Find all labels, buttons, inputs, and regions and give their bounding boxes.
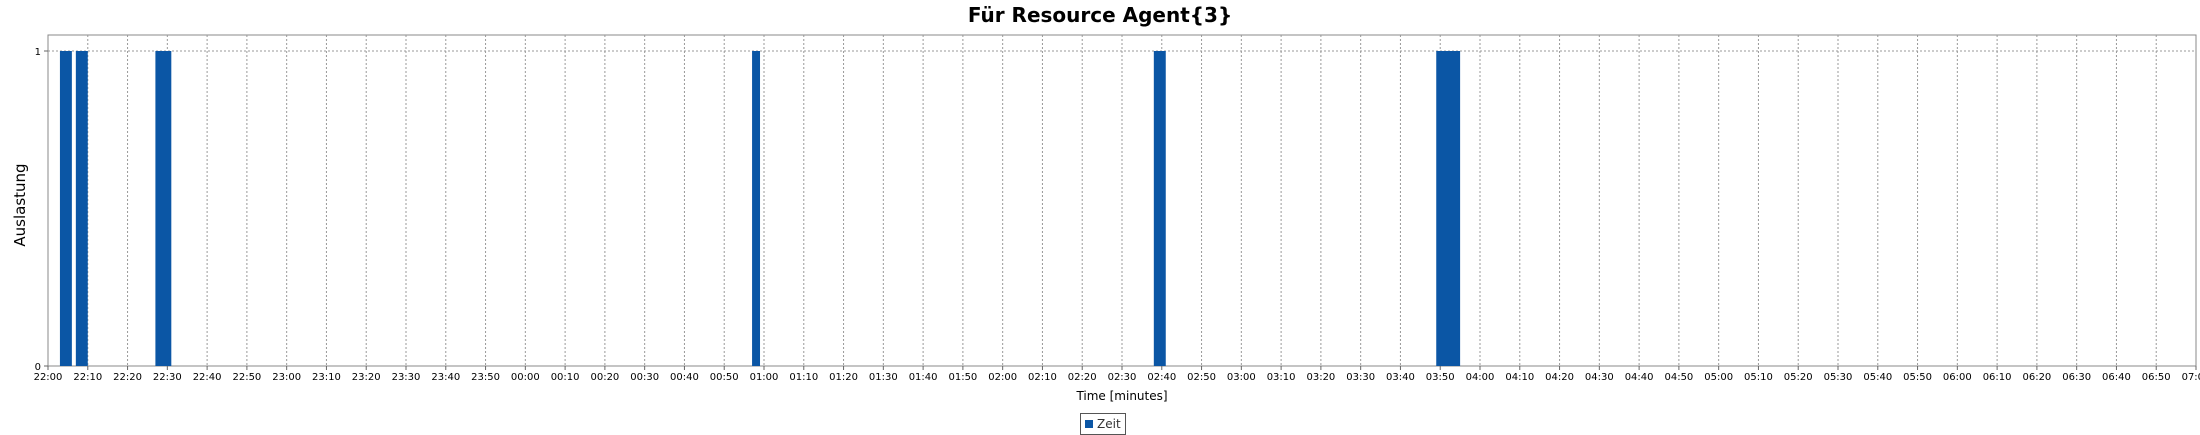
x-tick-label: 06:00 [1943, 372, 1972, 383]
x-tick-label: 01:00 [750, 372, 779, 383]
x-tick-label: 03:30 [1346, 372, 1375, 383]
x-tick-label: 02:20 [1068, 372, 1097, 383]
x-tick-label: 04:40 [1625, 372, 1654, 383]
x-tick-label: 03:00 [1227, 372, 1256, 383]
x-tick-label: 00:50 [710, 372, 739, 383]
x-tick-label: 00:30 [630, 372, 659, 383]
x-tick-label: 01:10 [789, 372, 818, 383]
x-tick-label: 23:20 [352, 372, 381, 383]
x-tick-label: 23:10 [312, 372, 341, 383]
legend-label: Zeit [1097, 417, 1121, 431]
x-tick-label: 22:40 [193, 372, 222, 383]
x-tick-label: 00:40 [670, 372, 699, 383]
x-tick-label: 06:50 [2142, 372, 2171, 383]
x-tick-label: 03:10 [1267, 372, 1296, 383]
x-tick-label: 00:10 [551, 372, 580, 383]
x-tick-label: 00:20 [590, 372, 619, 383]
x-tick-label: 04:00 [1466, 372, 1495, 383]
bar [1153, 51, 1166, 366]
x-tick-label: 02:00 [988, 372, 1017, 383]
x-tick-label: 22:00 [34, 372, 63, 383]
y-tick-label: 0 [35, 362, 41, 373]
x-tick-label: 01:20 [829, 372, 858, 383]
bar [1436, 51, 1461, 366]
x-tick-label: 02:30 [1108, 372, 1137, 383]
x-tick-label: 06:10 [1983, 372, 2012, 383]
x-tick-label: 01:50 [948, 372, 977, 383]
x-tick-label: 02:40 [1147, 372, 1176, 383]
x-tick-label: 04:10 [1505, 372, 1534, 383]
legend-swatch [1085, 420, 1093, 428]
x-tick-label: 22:30 [153, 372, 182, 383]
grid-lines [48, 35, 2196, 366]
x-tick-label: 04:30 [1585, 372, 1614, 383]
x-tick-label: 23:50 [471, 372, 500, 383]
x-tick-label: 03:40 [1386, 372, 1415, 383]
x-tick-label: 03:50 [1426, 372, 1455, 383]
x-tick-label: 06:30 [2062, 372, 2091, 383]
x-tick-label: 22:50 [232, 372, 261, 383]
axis-ticks: 22:00 22:10 22:20 22:30 22:40 22:50 23:00 23:10… [34, 47, 2200, 383]
x-tick-label: 05:30 [1824, 372, 1853, 383]
x-tick-label: 06:40 [2102, 372, 2131, 383]
x-tick-label: 23:30 [392, 372, 421, 383]
bar [75, 51, 88, 366]
y-axis-label: Auslastung [11, 163, 29, 246]
x-axis-label: Time [minutes] [1075, 389, 1167, 403]
chart-title: Für Resource Agent{3} [967, 3, 1233, 27]
x-tick-label: 23:00 [272, 372, 301, 383]
x-tick-label: 04:20 [1545, 372, 1574, 383]
x-tick-label: 23:40 [431, 372, 460, 383]
x-tick-label: 22:20 [113, 372, 142, 383]
x-tick-label: 02:50 [1187, 372, 1216, 383]
x-tick-label: 03:20 [1306, 372, 1335, 383]
x-tick-label: 05:00 [1704, 372, 1733, 383]
x-tick-label: 07:00 [2182, 372, 2200, 383]
x-tick-label: 02:10 [1028, 372, 1057, 383]
x-tick-label: 22:10 [73, 372, 102, 383]
bar-series [59, 51, 1461, 366]
y-tick-label: 1 [35, 47, 41, 58]
x-tick-label: 05:50 [1903, 372, 1932, 383]
legend: Zeit [1080, 413, 1126, 435]
x-tick-label: 01:30 [869, 372, 898, 383]
x-tick-label: 00:00 [511, 372, 540, 383]
bar [155, 51, 172, 366]
x-tick-label: 06:20 [2022, 372, 2051, 383]
x-tick-label: 05:20 [1784, 372, 1813, 383]
x-tick-label: 05:10 [1744, 372, 1773, 383]
bar [59, 51, 72, 366]
x-tick-label: 01:40 [909, 372, 938, 383]
x-tick-label: 04:50 [1664, 372, 1693, 383]
x-tick-label: 05:40 [1863, 372, 1892, 383]
bar [752, 51, 761, 366]
